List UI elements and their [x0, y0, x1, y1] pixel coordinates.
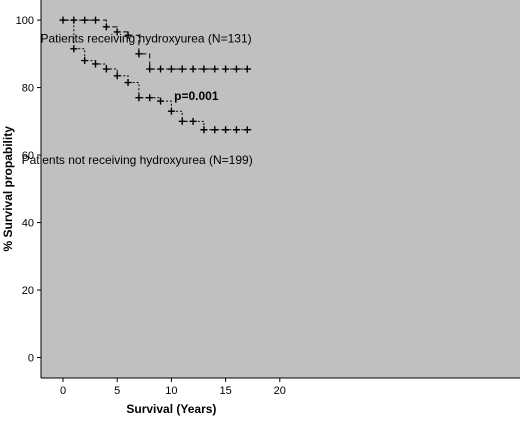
censor-mark [135, 94, 143, 102]
x-tick-label: 15 [219, 385, 231, 397]
censor-mark [92, 16, 100, 24]
censor-mark [113, 28, 121, 36]
y-tick-label: 0 [28, 353, 34, 365]
censor-mark [70, 45, 78, 53]
censor-mark [167, 65, 175, 73]
y-tick-label: 40 [22, 218, 34, 230]
censor-mark [102, 65, 110, 73]
censor-mark [81, 57, 89, 65]
censor-mark [102, 23, 110, 31]
censor-mark [243, 65, 251, 73]
x-tick-label: 20 [274, 385, 286, 397]
y-tick-label: 60 [22, 150, 34, 162]
censor-mark [124, 31, 132, 39]
censor-mark [222, 65, 230, 73]
x-tick-label: 10 [165, 385, 177, 397]
censor-mark [211, 126, 219, 134]
censor-mark [200, 126, 208, 134]
censor-mark [211, 65, 219, 73]
censor-mark [189, 117, 197, 125]
plot-background [41, 0, 520, 378]
censor-mark [243, 126, 251, 134]
censor-mark [124, 79, 132, 87]
y-tick-label: 100 [16, 15, 34, 27]
censor-mark [232, 126, 240, 134]
censor-mark [135, 50, 143, 58]
censor-mark [92, 60, 100, 68]
censor-mark [157, 65, 165, 73]
censor-mark [232, 65, 240, 73]
censor-mark [189, 65, 197, 73]
censor-mark [200, 65, 208, 73]
annotation-2: p=0.001 [174, 89, 219, 103]
censor-mark [178, 65, 186, 73]
series-group [59, 16, 253, 134]
censor-mark [222, 126, 230, 134]
annotation-1: Patients receiving hydroxyurea (N=131) [41, 32, 252, 46]
censor-mark [157, 97, 165, 105]
censor-mark [113, 72, 121, 80]
y-tick-label: 20 [22, 285, 34, 297]
y-axis-title: % Survival propability [1, 126, 15, 252]
censor-mark [178, 117, 186, 125]
censor-mark [146, 94, 154, 102]
x-axis-title: Survival (Years) [126, 402, 216, 416]
annotations: Patients receiving hydroxyurea (N=131) p=… [22, 32, 253, 167]
y-tick-label: 80 [22, 83, 34, 95]
annotation-3: Patients not receiving hydroxyurea (N=19… [22, 153, 253, 167]
x-tick-label: 0 [60, 385, 66, 397]
x-tick-label: 5 [114, 385, 120, 397]
axes: 0 20 40 60 80 100 0 5 10 15 20 Survival (Years) % Su… [1, 0, 520, 416]
censor-mark [167, 107, 175, 115]
censor-mark [146, 65, 154, 73]
censor-mark [81, 16, 89, 24]
